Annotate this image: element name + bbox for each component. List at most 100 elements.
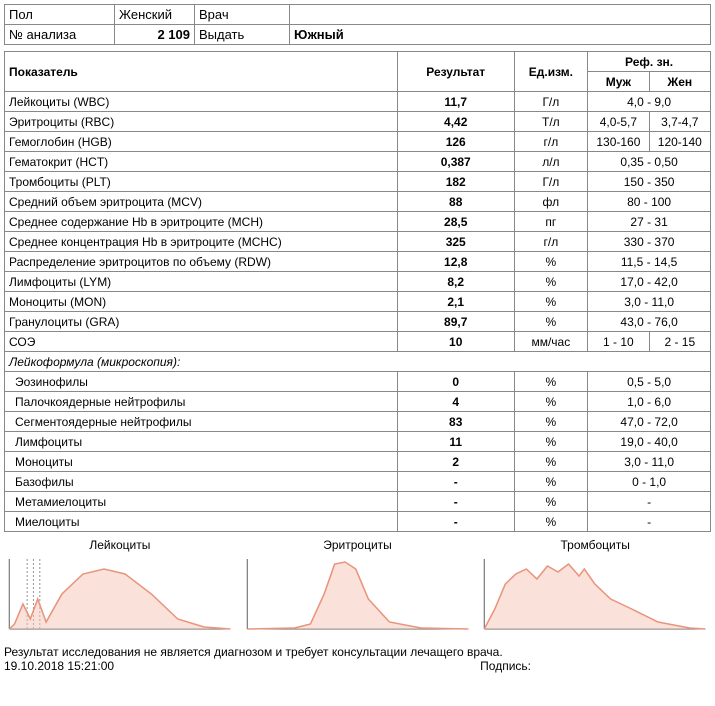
chart-label: Лейкоциты: [4, 538, 236, 552]
unit: %: [514, 272, 588, 292]
results-body-1: Лейкоциты (WBC)11,7Г/л4,0 - 9,0Эритроцит…: [5, 92, 711, 352]
result: 88: [397, 192, 514, 212]
table-row: Лимфоциты (LYM)8,2%17,0 - 42,0: [5, 272, 711, 292]
unit: %: [514, 472, 588, 492]
table-row: Гемоглобин (HGB)126г/л130-160120-140: [5, 132, 711, 152]
ref: 17,0 - 42,0: [588, 272, 711, 292]
ref: 1,0 - 6,0: [588, 392, 711, 412]
table-row: Лимфоциты11%19,0 - 40,0: [5, 432, 711, 452]
ref: 0,5 - 5,0: [588, 372, 711, 392]
unit: %: [514, 372, 588, 392]
param: Палочкоядерные нейтрофилы: [5, 392, 398, 412]
ref: -: [588, 512, 711, 532]
col-param: Показатель: [5, 52, 398, 92]
unit: фл: [514, 192, 588, 212]
timestamp: 19.10.2018 15:21:00: [4, 659, 114, 673]
results-body-2: Эозинофилы0%0,5 - 5,0Палочкоядерные нейт…: [5, 372, 711, 532]
result: 11,7: [397, 92, 514, 112]
table-row: Сегментоядерные нейтрофилы83%47,0 - 72,0: [5, 412, 711, 432]
table-row: Лейкоциты (WBC)11,7Г/л4,0 - 9,0: [5, 92, 711, 112]
unit: Т/л: [514, 112, 588, 132]
unit: %: [514, 292, 588, 312]
ref: 43,0 - 76,0: [588, 312, 711, 332]
ref: 150 - 350: [588, 172, 711, 192]
chart-svg: [242, 554, 474, 634]
disclaimer: Результат исследования не является диагн…: [4, 645, 711, 659]
result: 10: [397, 332, 514, 352]
result: -: [397, 472, 514, 492]
table-row: Средний объем эритроцита (MCV)88фл80 - 1…: [5, 192, 711, 212]
table-row: Гематокрит (HCT)0,387л/л0,35 - 0,50: [5, 152, 711, 172]
header-table: Пол Женский Врач № анализа 2 109 Выдать …: [4, 4, 711, 45]
signature-label: Подпись:: [480, 659, 531, 673]
param: Миелоциты: [5, 512, 398, 532]
unit: %: [514, 512, 588, 532]
result: -: [397, 492, 514, 512]
ref-f: 3,7-4,7: [649, 112, 710, 132]
unit: Г/л: [514, 92, 588, 112]
param: Гранулоциты (GRA): [5, 312, 398, 332]
col-result: Результат: [397, 52, 514, 92]
ref: 330 - 370: [588, 232, 711, 252]
doctor-label: Врач: [195, 5, 290, 25]
unit: %: [514, 432, 588, 452]
analysis-no-value: 2 109: [115, 25, 195, 45]
param: Моноциты (MON): [5, 292, 398, 312]
table-row: Моноциты2%3,0 - 11,0: [5, 452, 711, 472]
param: Сегментоядерные нейтрофилы: [5, 412, 398, 432]
table-row: Палочкоядерные нейтрофилы4%1,0 - 6,0: [5, 392, 711, 412]
ref: 27 - 31: [588, 212, 711, 232]
table-row: Миелоциты-%-: [5, 512, 711, 532]
ref: 3,0 - 11,0: [588, 292, 711, 312]
unit: мм/час: [514, 332, 588, 352]
param: Гематокрит (HCT): [5, 152, 398, 172]
table-row: Моноциты (MON)2,1%3,0 - 11,0: [5, 292, 711, 312]
result: 12,8: [397, 252, 514, 272]
table-row: СОЭ10мм/час1 - 102 - 15: [5, 332, 711, 352]
result: 126: [397, 132, 514, 152]
unit: Г/л: [514, 172, 588, 192]
table-row: Метамиелоциты-%-: [5, 492, 711, 512]
charts-row: Лейкоциты Эритроциты Тромбоциты: [4, 538, 711, 637]
param: Гемоглобин (HGB): [5, 132, 398, 152]
param: Моноциты: [5, 452, 398, 472]
param: СОЭ: [5, 332, 398, 352]
chart-svg: [479, 554, 711, 634]
col-ref-m: Муж: [588, 72, 649, 92]
result: 4,42: [397, 112, 514, 132]
ref: 4,0 - 9,0: [588, 92, 711, 112]
ref-f: 120-140: [649, 132, 710, 152]
result: 4: [397, 392, 514, 412]
unit: %: [514, 252, 588, 272]
ref-m: 130-160: [588, 132, 649, 152]
result: 28,5: [397, 212, 514, 232]
table-row: Среднее содержание Hb в эритроците (MCH)…: [5, 212, 711, 232]
table-row: Распределение эритроцитов по объему (RDW…: [5, 252, 711, 272]
chart-svg: [4, 554, 236, 634]
ref: 47,0 - 72,0: [588, 412, 711, 432]
col-ref-f: Жен: [649, 72, 710, 92]
result: 11: [397, 432, 514, 452]
unit: г/л: [514, 132, 588, 152]
chart-box: Лейкоциты: [4, 538, 236, 637]
results-table: Показатель Результат Ед.изм. Реф. зн. Му…: [4, 51, 711, 532]
table-row: Эозинофилы0%0,5 - 5,0: [5, 372, 711, 392]
col-ref: Реф. зн.: [588, 52, 711, 72]
result: 2: [397, 452, 514, 472]
result: 0: [397, 372, 514, 392]
param: Среднее концентрация Hb в эритроците (MC…: [5, 232, 398, 252]
result: 83: [397, 412, 514, 432]
table-row: Тромбоциты (PLT)182Г/л150 - 350: [5, 172, 711, 192]
chart-label: Эритроциты: [242, 538, 474, 552]
table-row: Эритроциты (RBC)4,42Т/л4,0-5,73,7-4,7: [5, 112, 711, 132]
param: Эозинофилы: [5, 372, 398, 392]
ref: 0 - 1,0: [588, 472, 711, 492]
chart-label: Тромбоциты: [479, 538, 711, 552]
unit: %: [514, 492, 588, 512]
ref: 0,35 - 0,50: [588, 152, 711, 172]
unit: %: [514, 452, 588, 472]
ref-m: 4,0-5,7: [588, 112, 649, 132]
footer: Результат исследования не является диагн…: [4, 645, 711, 673]
ref-m: 1 - 10: [588, 332, 649, 352]
param: Эритроциты (RBC): [5, 112, 398, 132]
